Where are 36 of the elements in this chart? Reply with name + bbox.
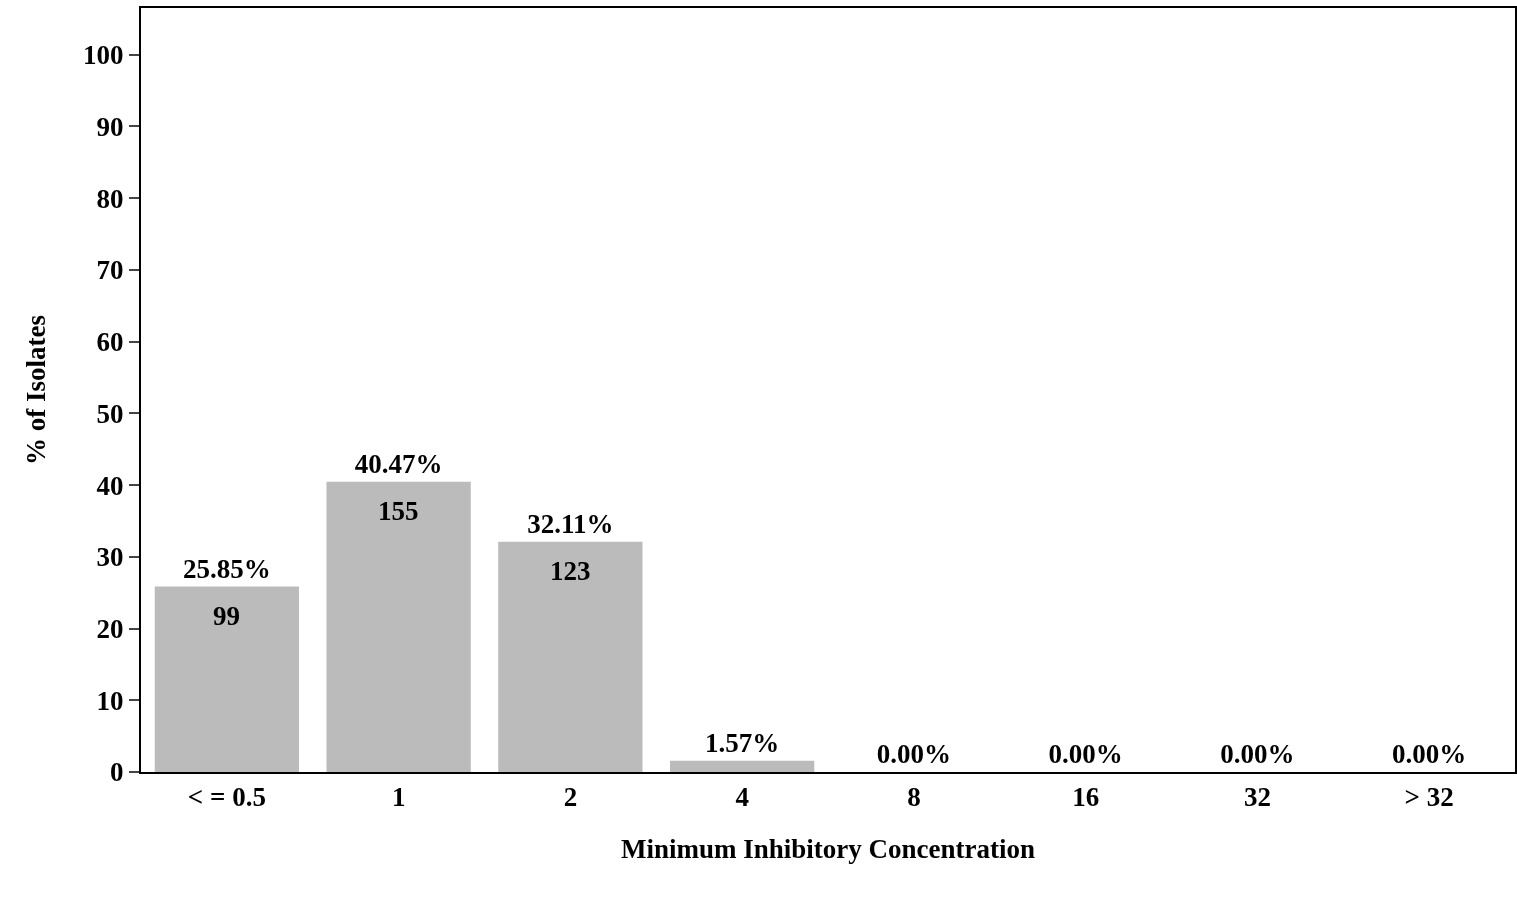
data-label: 0.00% [1392,739,1467,769]
data-label: 25.85% [183,553,271,584]
bar [326,481,471,772]
x-tick-label: 1 [391,782,406,813]
bar [498,541,643,772]
x-tick-label: < = 0.5 [187,782,266,813]
y-tick-label: 100 [83,40,124,71]
y-axis-title: % of Isolates [20,315,51,465]
y-tick-label: 0 [110,757,124,788]
x-axis-title: Minimum Inhibitory Concentration [620,834,1036,865]
annotation: 99 [213,601,240,631]
x-tick-label: 4 [735,782,749,813]
y-tick-label: 10 [96,685,124,716]
data-label: 0.00% [1220,739,1295,769]
bar [669,760,815,772]
y-tick-label: 70 [96,255,124,286]
y-tick-label: 80 [96,183,124,214]
y-tick-label: 40 [96,470,124,501]
x-tick-label: 2 [563,782,578,813]
x-tick-label: 8 [907,782,921,813]
annotation: 123 [550,556,591,586]
data-label: 32.11% [527,508,614,539]
data-label: 0.00% [1048,739,1123,769]
y-tick-label: 50 [96,398,124,429]
bar [154,586,300,772]
data-label: 0.00% [876,739,951,769]
y-tick-label: 20 [96,613,124,644]
data-label: 40.47% [354,448,443,479]
x-tick-label: 16 [1072,782,1100,813]
annotation: 155 [378,496,419,526]
x-tick-label: 32 [1243,782,1271,813]
x-tick-label: > 32 [1404,782,1454,813]
y-tick-label: 90 [96,111,124,142]
y-tick-label: 60 [96,327,124,358]
data-label: 1.57% [705,727,780,758]
y-tick-label: 30 [96,542,124,573]
